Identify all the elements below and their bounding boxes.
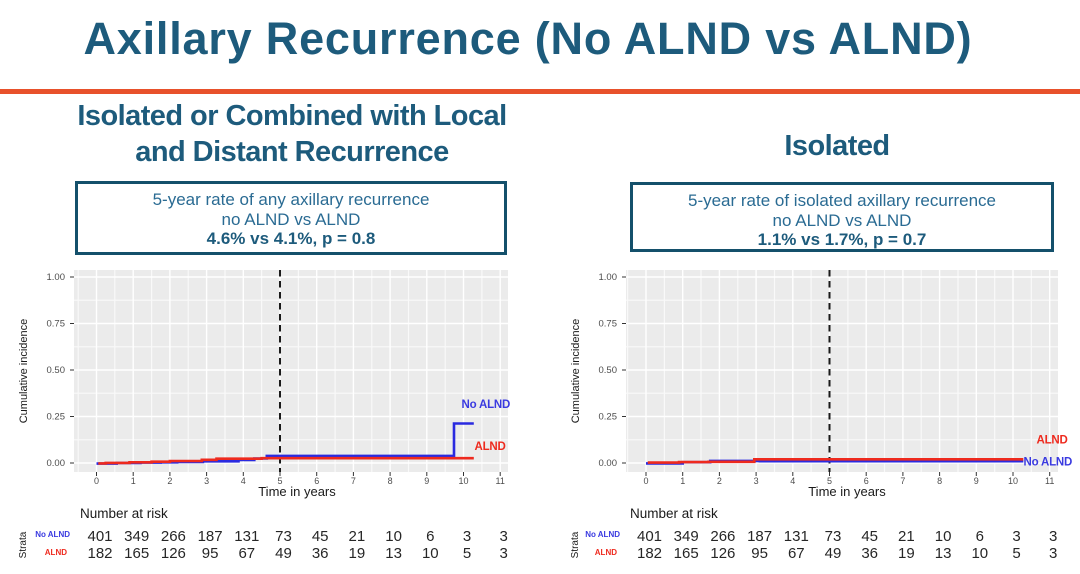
svg-text:3: 3 xyxy=(1049,528,1057,545)
svg-text:Number at risk: Number at risk xyxy=(80,506,168,521)
svg-text:Strata: Strata xyxy=(570,531,581,558)
svg-text:131: 131 xyxy=(234,528,259,545)
svg-text:21: 21 xyxy=(898,528,915,545)
svg-text:0: 0 xyxy=(94,476,99,486)
svg-text:19: 19 xyxy=(898,545,915,562)
svg-text:10: 10 xyxy=(935,528,952,545)
svg-text:266: 266 xyxy=(161,528,186,545)
svg-text:5: 5 xyxy=(1012,545,1020,562)
svg-text:No ALND: No ALND xyxy=(35,530,70,539)
svg-text:4: 4 xyxy=(241,476,246,486)
svg-text:187: 187 xyxy=(198,528,223,545)
svg-text:0.00: 0.00 xyxy=(599,458,618,469)
svg-text:Number at risk: Number at risk xyxy=(630,506,718,521)
svg-text:10: 10 xyxy=(458,476,468,486)
svg-text:1.00: 1.00 xyxy=(599,272,618,283)
svg-text:401: 401 xyxy=(637,528,662,545)
svg-text:0.75: 0.75 xyxy=(599,319,618,330)
svg-text:No ALND: No ALND xyxy=(1024,457,1073,469)
svg-text:3: 3 xyxy=(500,545,508,562)
svg-text:5: 5 xyxy=(827,476,832,486)
svg-text:Cumulative incidence: Cumulative incidence xyxy=(18,319,30,424)
svg-text:Time in years: Time in years xyxy=(808,484,886,499)
svg-text:ALND: ALND xyxy=(45,548,67,557)
svg-text:13: 13 xyxy=(935,545,952,562)
svg-text:6: 6 xyxy=(864,476,869,486)
svg-text:0.50: 0.50 xyxy=(599,365,618,376)
svg-text:7: 7 xyxy=(351,476,356,486)
svg-text:3: 3 xyxy=(500,528,508,545)
svg-text:187: 187 xyxy=(747,528,772,545)
svg-text:ALND: ALND xyxy=(1037,435,1068,447)
svg-text:No ALND: No ALND xyxy=(462,399,511,411)
svg-text:3: 3 xyxy=(204,476,209,486)
svg-text:10: 10 xyxy=(971,545,988,562)
svg-text:9: 9 xyxy=(974,476,979,486)
svg-text:ALND: ALND xyxy=(595,548,617,557)
svg-text:45: 45 xyxy=(312,528,329,545)
svg-text:401: 401 xyxy=(87,528,112,545)
svg-text:4: 4 xyxy=(790,476,795,486)
svg-text:182: 182 xyxy=(637,545,662,562)
svg-text:3: 3 xyxy=(463,528,471,545)
svg-text:11: 11 xyxy=(496,476,505,486)
svg-text:67: 67 xyxy=(788,545,805,562)
svg-text:11: 11 xyxy=(1045,476,1054,486)
svg-text:182: 182 xyxy=(87,545,112,562)
svg-text:6: 6 xyxy=(976,528,984,545)
svg-text:13: 13 xyxy=(385,545,402,562)
svg-text:10: 10 xyxy=(422,545,439,562)
svg-text:126: 126 xyxy=(710,545,735,562)
svg-text:6: 6 xyxy=(314,476,319,486)
svg-text:0.25: 0.25 xyxy=(47,412,66,423)
svg-text:Time in years: Time in years xyxy=(258,484,336,499)
svg-text:8: 8 xyxy=(937,476,942,486)
svg-text:36: 36 xyxy=(861,545,878,562)
svg-text:9: 9 xyxy=(424,476,429,486)
svg-text:8: 8 xyxy=(388,476,393,486)
svg-text:67: 67 xyxy=(238,545,255,562)
svg-text:5: 5 xyxy=(463,545,471,562)
svg-text:349: 349 xyxy=(124,528,149,545)
svg-text:6: 6 xyxy=(426,528,434,545)
svg-text:1: 1 xyxy=(131,476,136,486)
svg-text:1.00: 1.00 xyxy=(47,272,66,283)
svg-text:73: 73 xyxy=(275,528,292,545)
svg-text:5: 5 xyxy=(277,476,282,486)
svg-text:165: 165 xyxy=(124,545,149,562)
svg-text:0.50: 0.50 xyxy=(47,365,66,376)
svg-text:3: 3 xyxy=(754,476,759,486)
svg-text:Cumulative incidence: Cumulative incidence xyxy=(570,319,582,424)
svg-text:95: 95 xyxy=(751,545,768,562)
svg-text:10: 10 xyxy=(1008,476,1018,486)
svg-text:266: 266 xyxy=(710,528,735,545)
svg-text:0.75: 0.75 xyxy=(47,319,66,330)
svg-text:49: 49 xyxy=(825,545,842,562)
svg-text:2: 2 xyxy=(717,476,722,486)
svg-text:Strata: Strata xyxy=(18,531,29,558)
svg-text:49: 49 xyxy=(275,545,292,562)
svg-text:0.25: 0.25 xyxy=(599,412,618,423)
svg-text:19: 19 xyxy=(349,545,366,562)
svg-text:1: 1 xyxy=(680,476,685,486)
svg-text:21: 21 xyxy=(349,528,366,545)
svg-text:0.00: 0.00 xyxy=(47,458,66,469)
svg-text:0: 0 xyxy=(643,476,648,486)
svg-text:No ALND: No ALND xyxy=(585,530,620,539)
svg-text:45: 45 xyxy=(861,528,878,545)
svg-text:10: 10 xyxy=(385,528,402,545)
svg-text:36: 36 xyxy=(312,545,329,562)
svg-text:2: 2 xyxy=(167,476,172,486)
svg-text:ALND: ALND xyxy=(475,441,506,453)
svg-text:95: 95 xyxy=(202,545,219,562)
svg-text:7: 7 xyxy=(900,476,905,486)
svg-text:349: 349 xyxy=(674,528,699,545)
svg-text:126: 126 xyxy=(161,545,186,562)
svg-text:131: 131 xyxy=(784,528,809,545)
svg-text:165: 165 xyxy=(674,545,699,562)
svg-text:3: 3 xyxy=(1049,545,1057,562)
svg-text:3: 3 xyxy=(1012,528,1020,545)
svg-text:73: 73 xyxy=(825,528,842,545)
